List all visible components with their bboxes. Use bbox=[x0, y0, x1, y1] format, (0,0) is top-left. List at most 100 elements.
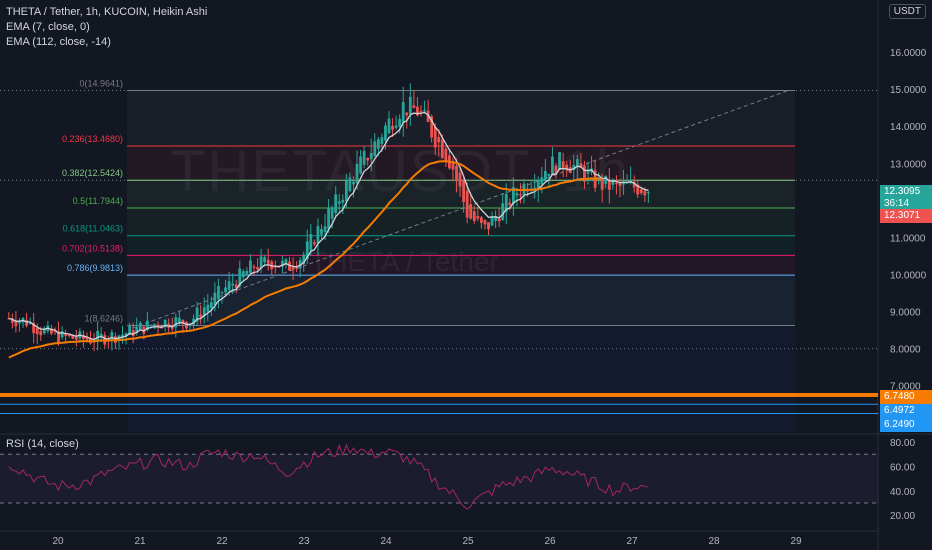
candle-body bbox=[185, 321, 188, 329]
candle-body bbox=[128, 325, 132, 335]
candle-body bbox=[551, 156, 554, 175]
candle-body bbox=[543, 171, 547, 181]
x-tick-label: 21 bbox=[134, 536, 146, 547]
candle-body bbox=[344, 180, 348, 202]
candle-body bbox=[82, 334, 85, 339]
candle-body bbox=[479, 217, 483, 223]
candle-body bbox=[625, 182, 629, 184]
fib-level-label: 0.5(11.7944) bbox=[73, 196, 123, 206]
candle-body bbox=[231, 283, 235, 286]
candle-body bbox=[252, 266, 256, 268]
fib-level-label: 0.786(9.9813) bbox=[67, 263, 123, 273]
currency-selector[interactable]: USDT bbox=[888, 4, 926, 19]
rsi-band bbox=[0, 454, 878, 503]
candle-body bbox=[341, 199, 345, 203]
candle-body bbox=[401, 102, 405, 123]
candle-body bbox=[423, 110, 426, 112]
candle-body bbox=[209, 302, 213, 309]
ema-fast-legend[interactable]: EMA (7, close, 0) bbox=[6, 21, 90, 33]
rsi-tick-label: 20.00 bbox=[890, 511, 915, 522]
candle-body bbox=[320, 229, 323, 235]
candle-body bbox=[348, 177, 352, 192]
candle-body bbox=[412, 105, 416, 109]
last-price-badge: 12.3095 36:14 bbox=[880, 185, 932, 211]
candle-body bbox=[455, 165, 458, 180]
candle-body bbox=[195, 307, 199, 322]
ema-slow-legend[interactable]: EMA (112, close, -14) bbox=[6, 36, 111, 48]
candle-body bbox=[536, 179, 540, 189]
candle-body bbox=[380, 137, 384, 144]
fib-zone bbox=[127, 255, 795, 276]
rsi-line bbox=[8, 443, 649, 510]
candle-body bbox=[142, 326, 146, 334]
candle-body bbox=[575, 159, 579, 168]
candle-body bbox=[334, 194, 338, 214]
candle-body bbox=[487, 222, 490, 230]
y-tick-label: 7.0000 bbox=[890, 382, 921, 393]
candle-body bbox=[281, 260, 284, 267]
candle-body bbox=[64, 334, 68, 336]
candle-body bbox=[359, 156, 362, 174]
candle-body bbox=[67, 335, 71, 337]
candle-body bbox=[451, 161, 455, 170]
candle-body bbox=[547, 173, 551, 176]
candle-body bbox=[327, 208, 330, 230]
candle-body bbox=[305, 241, 309, 260]
candle-body bbox=[572, 165, 576, 171]
candle-body bbox=[437, 137, 441, 143]
candle-body bbox=[220, 292, 224, 294]
candle-body bbox=[519, 194, 522, 196]
fib-level-label: 0.702(10.5138) bbox=[62, 243, 123, 253]
candle-body bbox=[156, 324, 160, 328]
candle-body bbox=[600, 178, 604, 190]
last-price: 12.3095 bbox=[884, 186, 921, 197]
candle-body bbox=[647, 192, 650, 194]
symbol-title[interactable]: THETA / Tether, 1h, KUCOIN, Heikin Ashi bbox=[6, 6, 208, 18]
candle-body bbox=[312, 242, 316, 245]
candle-body bbox=[35, 328, 39, 335]
candle-body bbox=[245, 270, 249, 275]
candle-body bbox=[330, 207, 334, 219]
candle-body bbox=[490, 216, 494, 226]
candle-body bbox=[181, 319, 185, 324]
candle-body bbox=[259, 256, 263, 269]
candle-body bbox=[511, 187, 515, 204]
candle-body bbox=[472, 211, 476, 221]
ema-price-badge: 12.3071 bbox=[880, 209, 932, 223]
candle-body bbox=[465, 190, 469, 218]
candle-body bbox=[10, 318, 14, 323]
candle-body bbox=[57, 331, 60, 344]
y-tick-label: 10.0000 bbox=[890, 270, 927, 281]
trend-line bbox=[131, 90, 788, 329]
candle-body bbox=[263, 256, 267, 263]
candle-body bbox=[639, 189, 643, 194]
candle-body bbox=[398, 119, 402, 127]
candle-body bbox=[636, 184, 640, 195]
candle-body bbox=[85, 336, 89, 340]
x-tick-label: 28 bbox=[708, 536, 720, 547]
rsi-tick-label: 60.00 bbox=[890, 462, 915, 473]
chart-legend: THETA / Tether, 1h, KUCOIN, Heikin Ashi … bbox=[6, 5, 207, 50]
candle-body bbox=[618, 183, 622, 186]
candle-body bbox=[39, 331, 43, 336]
candle-body bbox=[469, 204, 473, 219]
candle-body bbox=[238, 268, 242, 287]
candle-body bbox=[71, 335, 75, 339]
x-tick-label: 20 bbox=[52, 536, 64, 547]
x-tick-label: 22 bbox=[216, 536, 228, 547]
candle-body bbox=[32, 322, 36, 334]
support-badge-1: 6.7480 bbox=[880, 390, 932, 404]
candle-body bbox=[355, 163, 359, 184]
bar-countdown: 36:14 bbox=[884, 198, 910, 209]
candle-body bbox=[145, 320, 149, 331]
candle-body bbox=[615, 183, 618, 185]
y-tick-label: 8.0000 bbox=[890, 345, 921, 356]
candle-body bbox=[494, 216, 498, 221]
rsi-legend[interactable]: RSI (14, close) bbox=[6, 438, 79, 450]
candle-body bbox=[501, 203, 505, 220]
candle-body bbox=[138, 322, 142, 330]
x-tick-label: 26 bbox=[544, 536, 556, 547]
candle-body bbox=[266, 259, 270, 264]
candle-body bbox=[74, 337, 78, 340]
